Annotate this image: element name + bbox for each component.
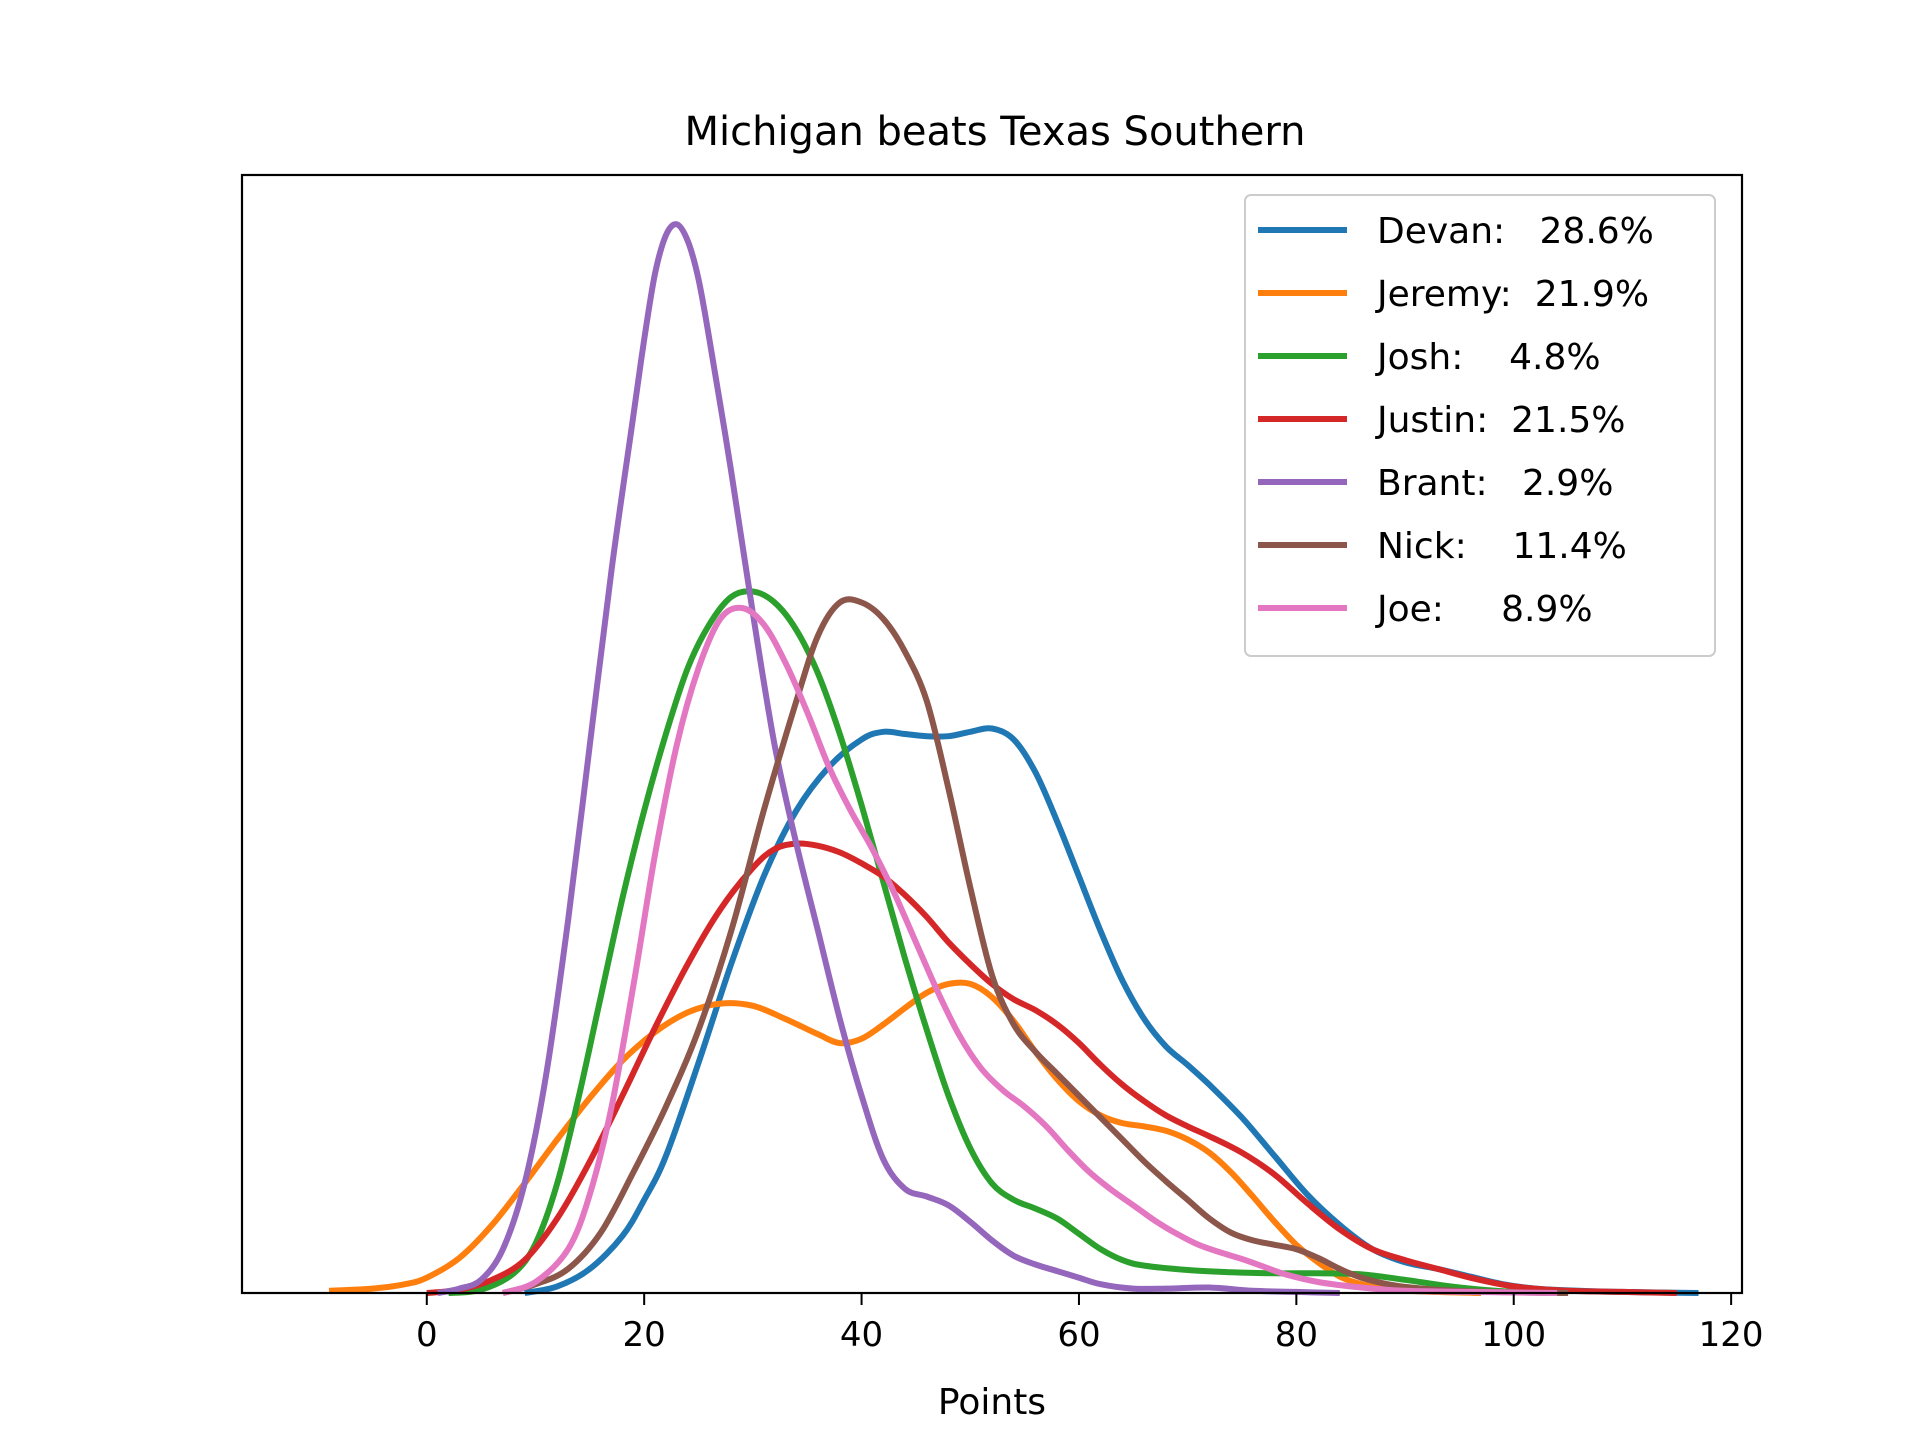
series-lines <box>328 221 1699 1296</box>
x-tick-label: 20 <box>623 1315 666 1355</box>
x-tick-label: 100 <box>1481 1315 1546 1355</box>
legend-label: Joe: 8.9% <box>1375 589 1593 630</box>
x-tick-label: 0 <box>416 1315 438 1355</box>
x-axis-ticks: 0 20 40 60 80 100 120 <box>416 1293 1764 1355</box>
legend-label: Devan: 28.6% <box>1377 211 1654 252</box>
series-line-7 <box>501 604 1558 1296</box>
x-tick-label: 120 <box>1699 1315 1764 1355</box>
legend: Devan: 28.6% Jeremy: 21.9% Josh: 4.8% Justi… <box>1244 194 1716 657</box>
chart-title: Michigan beats Texas Southern <box>684 109 1305 155</box>
legend-label: Jeremy: 21.9% <box>1375 274 1649 315</box>
series-line-6 <box>502 596 1569 1296</box>
x-tick-label: 40 <box>840 1315 883 1355</box>
legend-label: Josh: 4.8% <box>1375 337 1601 378</box>
plot-frame <box>240 173 1744 1295</box>
x-axis-label: Points <box>938 1382 1046 1423</box>
x-tick-label: 80 <box>1275 1315 1318 1355</box>
legend-box <box>1244 194 1716 657</box>
legend-label: Justin: 21.5% <box>1375 400 1626 441</box>
series-line-2 <box>328 979 1482 1296</box>
legend-label: Nick: 11.4% <box>1377 526 1627 567</box>
legend-label: Brant: 2.9% <box>1377 463 1613 504</box>
x-tick-label: 60 <box>1057 1315 1100 1355</box>
series-line-5 <box>437 221 1340 1296</box>
series-line-3 <box>448 588 1569 1296</box>
